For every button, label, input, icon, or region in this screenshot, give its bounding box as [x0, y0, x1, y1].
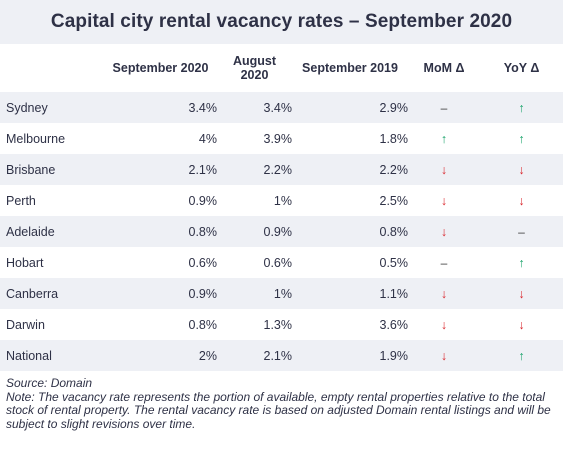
table-row: National 2% 2.1% 1.9% ↓ ↑ — [0, 340, 563, 371]
september-2020-cell: 2% — [104, 340, 217, 371]
footnote-source: Source: Domain — [6, 376, 93, 390]
mom-change-cell: ↓ — [408, 154, 480, 185]
table-row: Brisbane 2.1% 2.2% 2.2% ↓ ↓ — [0, 154, 563, 185]
arrow-down-icon: ↓ — [518, 317, 525, 332]
header-city — [0, 44, 104, 92]
august-2020-cell: 0.9% — [217, 216, 292, 247]
city-cell: National — [0, 340, 104, 371]
september-2020-cell: 0.9% — [104, 278, 217, 309]
september-2019-cell: 1.9% — [292, 340, 408, 371]
august-2020-cell: 3.4% — [217, 92, 292, 123]
september-2020-cell: 0.9% — [104, 185, 217, 216]
september-2019-cell: 3.6% — [292, 309, 408, 340]
arrow-down-icon: ↓ — [440, 224, 448, 239]
arrow-up-icon: ↑ — [518, 348, 525, 363]
august-2020-cell: 2.1% — [217, 340, 292, 371]
arrow-down-icon: ↓ — [518, 193, 525, 208]
september-2019-cell: 2.9% — [292, 92, 408, 123]
table-row: Melbourne 4% 3.9% 1.8% ↑ ↑ — [0, 123, 563, 154]
yoy-change-cell: ↑ — [480, 247, 563, 278]
mom-change-cell: ↓ — [408, 309, 480, 340]
city-cell: Melbourne — [0, 123, 104, 154]
arrow-up-icon: ↑ — [518, 100, 525, 115]
arrow-up-icon: ↑ — [518, 255, 525, 270]
yoy-change-cell: ↓ — [480, 278, 563, 309]
header-yoy-change: YoY Δ — [503, 61, 540, 75]
september-2019-cell: 1.8% — [292, 123, 408, 154]
table-row: Sydney 3.4% 3.4% 2.9% – ↑ — [0, 92, 563, 123]
yoy-change-cell: ↓ — [480, 309, 563, 340]
table-header-row: September 2020 August 2020 September 201… — [0, 44, 563, 92]
arrow-down-icon: ↓ — [518, 286, 525, 301]
header-september-2019: September 2019 — [302, 61, 398, 75]
mom-change-cell: – — [408, 247, 480, 278]
yoy-change-cell: ↑ — [480, 92, 563, 123]
city-cell: Adelaide — [0, 216, 104, 247]
city-cell: Perth — [0, 185, 104, 216]
september-2020-cell: 2.1% — [104, 154, 217, 185]
yoy-change-cell: ↓ — [480, 154, 563, 185]
header-august-2020: August 2020 — [217, 44, 292, 92]
arrow-down-icon: ↓ — [518, 162, 525, 177]
table-row: Darwin 0.8% 1.3% 3.6% ↓ ↓ — [0, 309, 563, 340]
dash-icon: – — [518, 224, 525, 239]
table-row: Perth 0.9% 1% 2.5% ↓ ↓ — [0, 185, 563, 216]
arrow-down-icon: ↓ — [440, 193, 448, 208]
vacancy-table: September 2020 August 2020 September 201… — [0, 44, 563, 371]
september-2020-cell: 0.8% — [104, 216, 217, 247]
yoy-change-cell: ↑ — [480, 340, 563, 371]
header-august-2020-line1: August — [232, 54, 277, 68]
august-2020-cell: 0.6% — [217, 247, 292, 278]
mom-change-cell: ↓ — [408, 216, 480, 247]
table-row: Canberra 0.9% 1% 1.1% ↓ ↓ — [0, 278, 563, 309]
september-2019-cell: 2.5% — [292, 185, 408, 216]
city-cell: Canberra — [0, 278, 104, 309]
september-2019-cell: 2.2% — [292, 154, 408, 185]
arrow-down-icon: ↓ — [440, 286, 448, 301]
september-2019-cell: 0.8% — [292, 216, 408, 247]
table-row: Hobart 0.6% 0.6% 0.5% – ↑ — [0, 247, 563, 278]
arrow-down-icon: ↓ — [440, 348, 448, 363]
city-cell: Sydney — [0, 92, 104, 123]
august-2020-cell: 1% — [217, 278, 292, 309]
mom-change-cell: ↓ — [408, 278, 480, 309]
page-title: Capital city rental vacancy rates – Sept… — [50, 11, 513, 32]
yoy-change-cell: – — [480, 216, 563, 247]
arrow-up-icon: ↑ — [518, 131, 525, 146]
header-august-2020-line2: 2020 — [240, 68, 269, 82]
header-september-2020: September 2020 — [112, 61, 209, 75]
header-mom-change: MoM Δ — [423, 61, 465, 75]
september-2020-cell: 0.6% — [104, 247, 217, 278]
footnote: Source: Domain Note: The vacancy rate re… — [0, 371, 563, 431]
arrow-up-icon: ↑ — [440, 131, 448, 146]
september-2019-cell: 1.1% — [292, 278, 408, 309]
footnote-note: Note: The vacancy rate represents the po… — [6, 389, 551, 431]
arrow-down-icon: ↓ — [440, 162, 448, 177]
august-2020-cell: 3.9% — [217, 123, 292, 154]
arrow-down-icon: ↓ — [440, 317, 448, 332]
city-cell: Hobart — [0, 247, 104, 278]
yoy-change-cell: ↑ — [480, 123, 563, 154]
september-2020-cell: 3.4% — [104, 92, 217, 123]
september-2020-cell: 4% — [104, 123, 217, 154]
city-cell: Darwin — [0, 309, 104, 340]
city-cell: Brisbane — [0, 154, 104, 185]
august-2020-cell: 2.2% — [217, 154, 292, 185]
table-row: Adelaide 0.8% 0.9% 0.8% ↓ – — [0, 216, 563, 247]
mom-change-cell: ↓ — [408, 185, 480, 216]
yoy-change-cell: ↓ — [480, 185, 563, 216]
mom-change-cell: – — [408, 92, 480, 123]
august-2020-cell: 1% — [217, 185, 292, 216]
mom-change-cell: ↓ — [408, 340, 480, 371]
table-body: Sydney 3.4% 3.4% 2.9% – ↑ Melbourne 4% 3.9% 1.8% ↑… — [0, 92, 563, 371]
dash-icon: – — [440, 100, 448, 115]
title-bar: Capital city rental vacancy rates – Sept… — [0, 0, 563, 44]
mom-change-cell: ↑ — [408, 123, 480, 154]
dash-icon: – — [440, 255, 448, 270]
august-2020-cell: 1.3% — [217, 309, 292, 340]
september-2019-cell: 0.5% — [292, 247, 408, 278]
september-2020-cell: 0.8% — [104, 309, 217, 340]
